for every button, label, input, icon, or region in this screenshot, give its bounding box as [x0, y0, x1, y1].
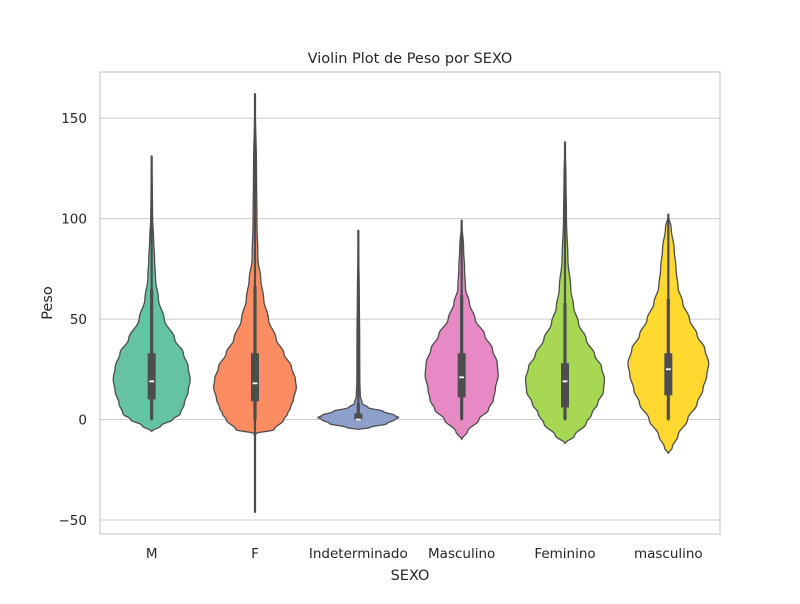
violin-group	[112, 155, 191, 433]
violin-group	[424, 219, 499, 441]
plot-frame	[99, 71, 721, 535]
y-tick-labels: −50 0 50 100 150	[59, 111, 88, 529]
x-tick-label: masculino	[634, 546, 703, 562]
violin-group	[213, 92, 297, 514]
chart-title: Violin Plot de Peso por SEXO	[308, 51, 513, 67]
y-axis-label: Peso	[40, 286, 56, 320]
x-tick-label: Indeterminado	[309, 546, 408, 562]
x-tick-label: F	[251, 546, 259, 562]
y-tick-label: 50	[70, 312, 87, 328]
y-tick-label: −50	[59, 513, 88, 529]
y-tick-label: 0	[78, 413, 87, 429]
x-tick-labels: M F Indeterminado Masculino Feminino masculin…	[146, 546, 703, 562]
y-tick-label: 100	[61, 212, 87, 228]
violin-group	[317, 229, 400, 431]
violin-layer	[112, 92, 710, 514]
violin-group	[524, 141, 606, 445]
x-tick-label: Masculino	[428, 546, 495, 562]
violin-group	[627, 213, 710, 455]
x-tick-label: Feminino	[534, 546, 595, 562]
x-tick-label: M	[146, 546, 158, 562]
grid-layer	[100, 117, 720, 521]
y-tick-label: 150	[61, 111, 87, 127]
x-axis-label: SEXO	[391, 568, 430, 584]
